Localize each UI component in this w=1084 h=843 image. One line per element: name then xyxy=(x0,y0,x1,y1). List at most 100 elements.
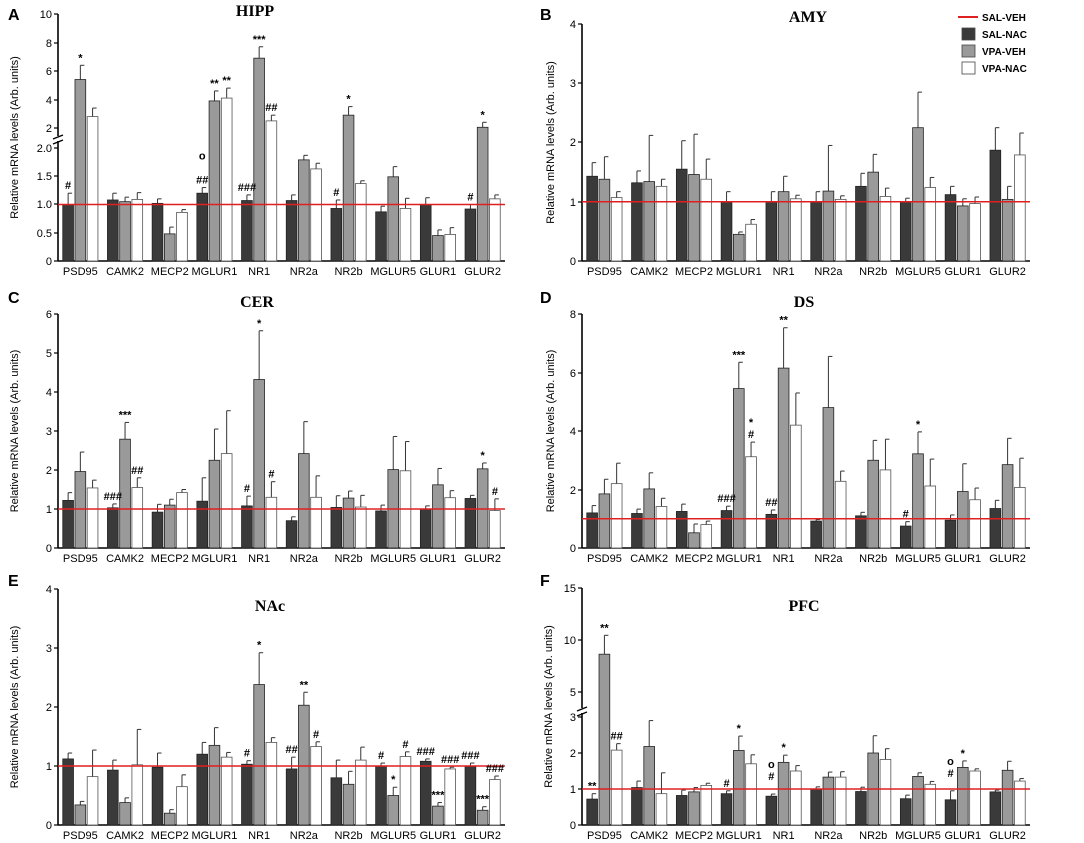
bar xyxy=(610,197,623,262)
x-tick-label: GLUR2 xyxy=(989,830,1026,842)
bar xyxy=(912,776,924,826)
bar xyxy=(700,785,713,826)
bar xyxy=(777,367,790,549)
bar xyxy=(720,510,733,549)
significance-mark: *** xyxy=(432,790,446,802)
x-tick-label: NR1 xyxy=(773,266,795,278)
bar xyxy=(655,185,668,262)
bar xyxy=(810,520,822,549)
bar xyxy=(944,519,957,549)
bar xyxy=(631,182,643,262)
significance-mark: * xyxy=(737,723,742,735)
bar xyxy=(700,524,713,549)
bar xyxy=(62,500,74,549)
bar xyxy=(733,388,745,549)
x-tick-label: NR2b xyxy=(859,553,887,565)
y-tick-label: 3 xyxy=(570,712,576,724)
bar xyxy=(74,79,87,262)
bar xyxy=(1001,769,1014,826)
panel-letter: F xyxy=(540,573,550,590)
significance-mark: *** xyxy=(476,794,490,806)
bar xyxy=(151,202,164,262)
x-tick-label: NR1 xyxy=(773,553,795,565)
x-tick-label: MGLUR5 xyxy=(370,266,416,278)
y-tick-label: 4 xyxy=(46,95,52,107)
x-tick-label: NR2b xyxy=(334,553,362,565)
y-tick-label: 6 xyxy=(570,368,576,380)
significance-mark: ### xyxy=(104,491,122,503)
bar xyxy=(1001,464,1014,549)
bar xyxy=(790,424,802,549)
bar xyxy=(119,802,131,826)
bar xyxy=(265,742,278,826)
bar xyxy=(375,765,387,826)
bar xyxy=(375,211,387,262)
bar xyxy=(899,798,912,826)
bar xyxy=(867,171,879,262)
bar xyxy=(355,759,367,826)
x-tick-label: PSD95 xyxy=(63,830,98,842)
panel-title: DS xyxy=(794,294,815,311)
bar xyxy=(107,769,119,826)
bar xyxy=(586,512,598,549)
x-tick-label: NR1 xyxy=(248,266,270,278)
x-tick-label: CAMK2 xyxy=(630,266,668,278)
x-tick-label: MECP2 xyxy=(675,553,713,565)
x-tick-label: NR2a xyxy=(814,830,843,842)
y-axis-label: Relative mRNA levels (Arb. units) xyxy=(543,625,555,788)
bar xyxy=(375,510,387,549)
bar xyxy=(834,480,847,549)
bar xyxy=(399,208,412,262)
panel-letter: B xyxy=(540,7,552,24)
bar xyxy=(208,100,221,262)
x-tick-label: GLUR2 xyxy=(464,266,501,278)
bar xyxy=(131,487,144,549)
y-tick-label: 2 xyxy=(570,137,576,149)
significance-mark: ### xyxy=(238,182,256,194)
bar xyxy=(777,191,790,262)
y-axis-label: Relative mRNA levels (Arb. units) xyxy=(9,626,21,789)
bar xyxy=(745,763,757,826)
bar xyxy=(745,223,757,262)
bar xyxy=(924,783,937,826)
bar xyxy=(86,487,99,549)
x-tick-label: NR1 xyxy=(773,830,795,842)
x-tick-label: GLUR1 xyxy=(944,830,981,842)
bar xyxy=(655,793,668,826)
bar xyxy=(310,168,322,262)
x-tick-label: PSD95 xyxy=(587,266,622,278)
significance-mark: ### xyxy=(461,750,479,762)
x-tick-label: MECP2 xyxy=(675,830,713,842)
bar xyxy=(675,511,688,549)
significance-mark: ### xyxy=(486,763,504,775)
bar xyxy=(285,768,298,826)
bar xyxy=(330,208,343,262)
bar xyxy=(586,175,598,262)
bar xyxy=(822,190,835,262)
bar xyxy=(912,453,924,549)
y-axis-label: Relative mRNA levels (Arb. units) xyxy=(545,350,557,513)
y-tick-label: 0 xyxy=(46,256,52,268)
x-tick-label: NR2a xyxy=(814,266,843,278)
x-tick-label: MECP2 xyxy=(151,830,189,842)
y-tick-label: 4 xyxy=(570,426,576,438)
significance-mark: *** xyxy=(119,409,133,421)
bar xyxy=(419,204,432,262)
bar xyxy=(489,510,501,549)
bar xyxy=(241,505,253,549)
axis-break-mark xyxy=(52,134,64,140)
bar xyxy=(989,791,1002,826)
y-tick-label: 1.5 xyxy=(37,171,52,183)
bar xyxy=(107,199,119,262)
y-tick-label: 0 xyxy=(570,543,576,555)
bar xyxy=(196,192,208,262)
bar xyxy=(208,744,221,826)
bar xyxy=(444,497,456,549)
bar xyxy=(720,793,733,826)
bar xyxy=(989,508,1002,549)
bar xyxy=(298,159,310,262)
bar xyxy=(675,795,688,826)
bar xyxy=(464,208,477,262)
significance-mark: # xyxy=(402,739,408,751)
bar xyxy=(944,799,957,826)
